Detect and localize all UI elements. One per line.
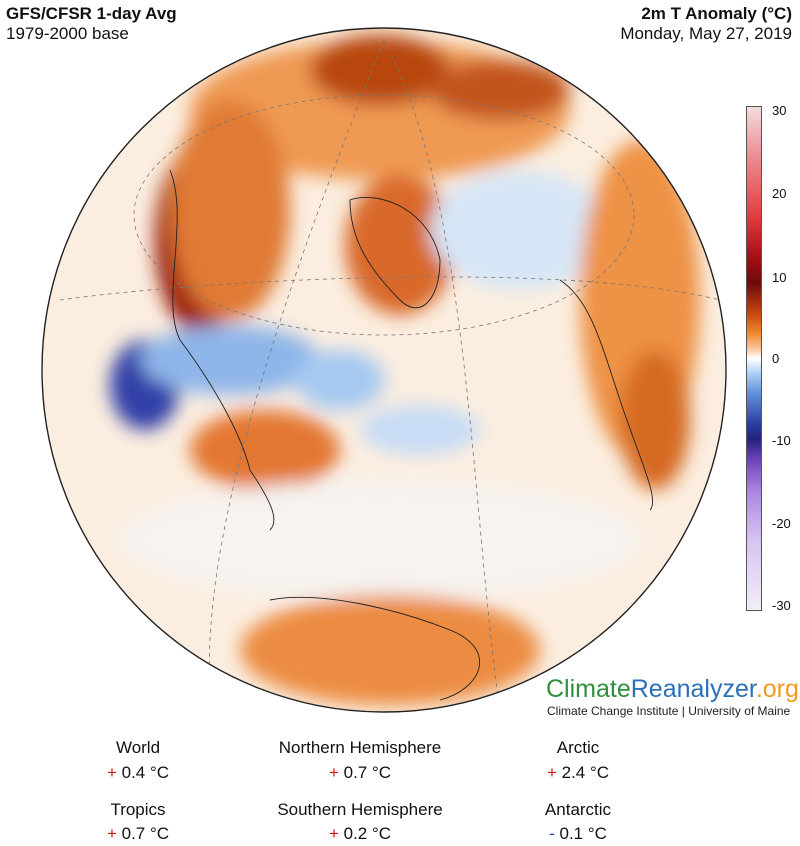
colorbar-tick-minus20: -20 <box>772 516 791 531</box>
colorbar-tick-20: 20 <box>772 186 787 201</box>
variable-title: 2m T Anomaly (°C) <box>641 4 792 23</box>
date-label: Monday, May 27, 2019 <box>620 24 792 43</box>
stat-arctic-value: + 2.4 °C <box>546 763 610 782</box>
stat-sh-label: Southern Hemisphere <box>277 800 443 819</box>
stat-world-value: + 0.4 °C <box>106 763 170 782</box>
colorbar-tick-minus30: -30 <box>772 598 791 613</box>
warm-anomaly-greenland <box>345 175 455 315</box>
climate-reanalyzer-logo[interactable]: ClimateReanalyzer.org <box>546 674 799 704</box>
colorbar-tick-30: 30 <box>772 103 787 118</box>
colorbar-tick-10: 10 <box>772 270 787 285</box>
strong-warm-anomaly-africa <box>620 350 690 490</box>
cool-anomaly-central-canada <box>140 325 320 395</box>
logo-part-org: .org <box>755 675 799 703</box>
colorbar <box>746 106 762 611</box>
warm-anomaly-siberia-east <box>430 60 570 120</box>
stat-sh-value: + 0.2 °C <box>328 824 392 843</box>
stat-arctic-label: Arctic <box>556 738 600 757</box>
stat-antarctic-label: Antarctic <box>544 800 612 819</box>
logo-part-reanalyzer: Reanalyzer <box>630 675 756 703</box>
stat-antarctic-value: - 0.1 °C <box>549 824 607 843</box>
stat-tropics-label: Tropics <box>110 800 166 819</box>
baseline-subtitle: 1979-2000 base <box>6 24 129 43</box>
stat-nh-value: + 0.7 °C <box>328 763 392 782</box>
warm-anomaly-south-america <box>240 595 540 705</box>
cool-anomaly-hudson <box>295 350 385 410</box>
warm-anomaly-northwest <box>170 100 290 320</box>
cool-anomaly-atlantic <box>360 405 480 455</box>
strong-warm-anomaly-siberia <box>310 35 450 105</box>
logo-subtitle: Climate Change Institute | University of… <box>547 704 791 718</box>
colorbar-tick-minus10: -10 <box>772 433 791 448</box>
warm-anomaly-southeast-us <box>190 410 340 490</box>
coastlines <box>169 169 654 701</box>
cool-anomaly-scandinavia <box>430 170 610 290</box>
neutral-tropics <box>120 480 640 600</box>
stat-tropics-value: + 0.7 °C <box>106 824 170 843</box>
colorbar-tick-0: 0 <box>772 351 780 366</box>
logo-part-climate: Climate <box>546 675 631 703</box>
stat-nh-label: Northern Hemisphere <box>278 738 442 757</box>
graticule <box>59 39 721 712</box>
stat-world-label: World <box>115 738 161 757</box>
map-title: GFS/CFSR 1-day Avg <box>6 4 177 23</box>
globe-outline <box>41 27 727 713</box>
